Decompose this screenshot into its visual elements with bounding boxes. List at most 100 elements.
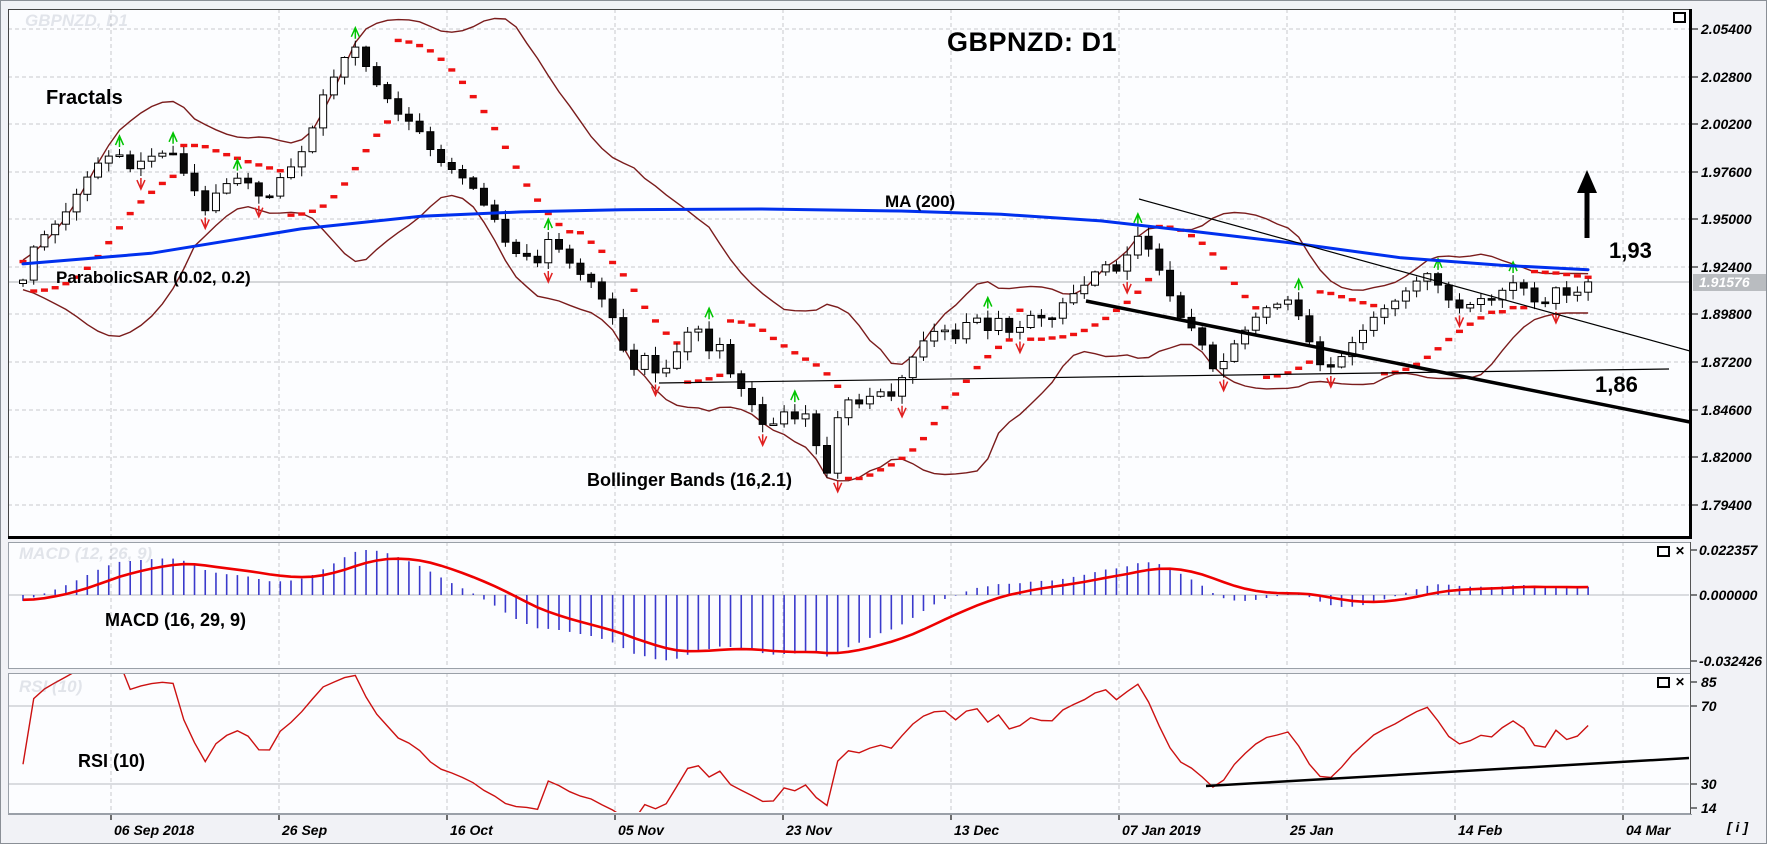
price-scale-label: 1.87200 <box>1701 354 1752 370</box>
parabolic-sar-dot <box>83 266 91 270</box>
candlestick <box>1101 264 1110 273</box>
candlestick <box>437 149 446 163</box>
candlestick <box>1133 235 1142 256</box>
parabolic-sar-dot <box>1209 252 1217 256</box>
candlestick <box>1305 315 1314 343</box>
parabolic-sar-dot <box>1413 362 1421 367</box>
candlestick <box>61 211 70 225</box>
close-icon[interactable]: ✕ <box>1675 675 1686 689</box>
candlestick <box>1091 271 1099 286</box>
parabolic-sar-dot <box>373 133 381 137</box>
candlestick <box>1166 269 1175 297</box>
candlestick <box>758 404 767 425</box>
candlestick <box>136 160 145 170</box>
parabolic-sar-dot <box>523 183 531 187</box>
candlestick <box>1326 364 1335 368</box>
candlestick <box>1380 308 1389 318</box>
candlestick <box>426 131 435 150</box>
parabolic-sar-dot <box>941 405 949 410</box>
candlestick <box>833 417 842 474</box>
time-axis-label: 05 Nov <box>618 822 664 838</box>
candlestick <box>1348 342 1357 358</box>
main-panel-buttons <box>1673 11 1686 23</box>
parabolic-sar-dot <box>287 213 295 217</box>
parabolic-sar-dot <box>812 363 820 367</box>
parabolic-sar-dot <box>1466 322 1474 326</box>
candlestick <box>1509 282 1518 291</box>
candlestick <box>1551 287 1560 304</box>
candlestick <box>1026 314 1035 328</box>
candlestick <box>1155 248 1164 271</box>
parabolic-sar-dot <box>1402 367 1410 372</box>
candlestick <box>1262 307 1271 318</box>
candlestick <box>1455 299 1464 309</box>
candlestick <box>276 177 285 197</box>
candlestick <box>705 328 714 352</box>
candlestick <box>244 177 253 184</box>
candlestick <box>115 154 124 157</box>
parabolic-sar-dot <box>898 456 906 461</box>
candlestick <box>72 193 81 213</box>
parabolic-sar-dot <box>105 240 113 245</box>
parabolic-sar-dot <box>223 152 231 157</box>
parabolic-sar-dot <box>1338 294 1346 299</box>
ma200-line <box>21 207 1590 272</box>
candlestick <box>823 445 831 474</box>
bollinger-upper-band <box>22 17 1589 366</box>
parabolic-sar-dot <box>759 328 767 332</box>
parabolic-sar-dot <box>1230 281 1238 286</box>
parabolic-sar-dot <box>930 421 938 426</box>
ma200-label: MA (200) <box>885 192 956 211</box>
restore-window-icon[interactable] <box>1657 545 1670 557</box>
candlestick <box>1241 329 1250 345</box>
close-icon[interactable]: ✕ <box>1675 544 1686 558</box>
time-axis-label: 23 Nov <box>786 822 832 838</box>
candlestick <box>747 388 756 406</box>
restore-window-icon[interactable] <box>1657 676 1670 688</box>
fractal-up-icon <box>790 389 800 403</box>
parabolic-sar-dot <box>1048 336 1056 340</box>
parabolic-sar-dot <box>1241 294 1249 299</box>
parabolic-sar-dot <box>1134 290 1142 294</box>
price-level-193-label: 1,93 <box>1609 238 1652 263</box>
parabolic-sar-dot <box>148 190 156 195</box>
parabolic-sar-dot <box>1380 371 1388 376</box>
candlestick <box>51 223 60 236</box>
fractal-down-icon <box>1454 315 1465 329</box>
main-panel-watermark: GBPNZD, D1 <box>25 11 128 30</box>
parabolic-sar-dot <box>1284 371 1292 375</box>
parabolic-sar-dot <box>1520 305 1528 310</box>
price-scale-label: 1.92400 <box>1701 259 1752 275</box>
fractal-up-icon <box>1508 260 1518 274</box>
candlestick <box>1487 298 1496 301</box>
macd-scale-label: 0.022357 <box>1699 542 1758 558</box>
candlestick <box>83 176 92 195</box>
candlestick <box>1562 287 1571 296</box>
parabolic-sar-dot <box>1348 298 1356 302</box>
parabolic-sar-dot <box>1123 300 1131 305</box>
parabolic-sar-dot <box>480 109 488 114</box>
fractal-up-icon <box>232 157 243 171</box>
candlestick <box>1434 273 1443 286</box>
candlestick <box>587 273 596 283</box>
price-scale-label: 1.79400 <box>1701 497 1752 513</box>
parabolic-sar-dot <box>769 336 777 341</box>
parabolic-sar-dot <box>737 320 745 324</box>
parabolic-sar-dot <box>266 166 274 170</box>
rsi-scale-label: 14 <box>1701 800 1717 816</box>
price-scale-label: 1.89800 <box>1701 306 1752 322</box>
restore-window-icon[interactable] <box>1673 11 1686 23</box>
candlestick <box>694 328 703 333</box>
parabolic-sar-dot <box>909 448 917 452</box>
candlestick <box>683 331 692 353</box>
candlestick <box>1498 289 1507 301</box>
candlestick <box>1541 301 1550 305</box>
candlestick <box>1316 341 1325 366</box>
parabolic-sar-dot <box>308 209 316 213</box>
price-scale-label: 1.82000 <box>1701 449 1752 465</box>
rsi-scale-label: 70 <box>1701 698 1717 714</box>
parabolic-sar-dot <box>877 468 885 472</box>
parabolic-sar-dot <box>866 473 874 477</box>
parabolic-sar-dot <box>1498 310 1506 314</box>
